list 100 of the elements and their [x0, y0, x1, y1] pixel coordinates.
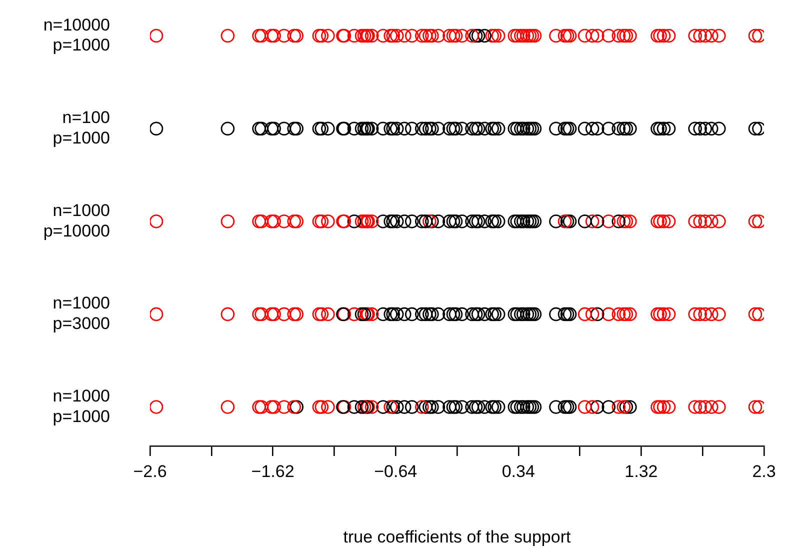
y-tick-label: n=1000 p=1000: [52, 386, 110, 426]
point: [347, 214, 362, 228]
point: [612, 400, 626, 414]
point: [688, 400, 702, 414]
point: [478, 122, 492, 136]
x-tick-label: −1.62: [251, 462, 294, 481]
point: [314, 28, 329, 43]
point: [656, 307, 671, 322]
point: [404, 122, 419, 136]
point: [254, 400, 268, 414]
point: [585, 214, 600, 228]
point: [590, 122, 604, 136]
point: [693, 214, 707, 228]
point: [150, 214, 164, 228]
point: [277, 28, 291, 43]
point: [662, 400, 676, 414]
point: [514, 214, 528, 228]
point: [650, 28, 664, 43]
y-tick-label: n=100 p=1000: [52, 108, 110, 148]
point: [698, 400, 712, 414]
point: [376, 307, 390, 322]
point: [418, 400, 433, 414]
point: [465, 214, 479, 228]
point: [390, 400, 404, 414]
point: [404, 307, 419, 322]
point: [485, 214, 499, 228]
point: [314, 400, 329, 414]
point: [455, 122, 469, 136]
point: [590, 214, 604, 228]
point: [471, 214, 486, 228]
point: [321, 28, 335, 43]
point: [562, 400, 577, 414]
point: [287, 214, 301, 228]
point: [347, 122, 362, 136]
point: [455, 400, 469, 414]
point: [525, 400, 540, 414]
point: [549, 307, 563, 322]
point: [422, 307, 436, 322]
point: [252, 214, 266, 228]
point: [465, 122, 479, 136]
point: [386, 307, 400, 322]
point: [455, 307, 469, 322]
point: [748, 307, 762, 322]
point: [448, 214, 463, 228]
point: [748, 400, 762, 414]
point: [468, 214, 483, 228]
point: [520, 400, 534, 414]
point: [562, 307, 577, 322]
point: [264, 400, 278, 414]
point: [354, 400, 369, 414]
point: [455, 214, 469, 228]
point: [508, 307, 522, 322]
point: [560, 122, 574, 136]
point: [693, 400, 707, 414]
point: [508, 214, 522, 228]
point: [619, 214, 634, 228]
point: [525, 307, 540, 322]
point: [653, 400, 667, 414]
point: [314, 214, 329, 228]
point: [404, 400, 419, 414]
point: [376, 214, 390, 228]
point: [390, 307, 404, 322]
point: [510, 214, 524, 228]
x-tick-label: 1.32: [624, 462, 658, 481]
point: [364, 214, 379, 228]
point: [446, 307, 460, 322]
point: [312, 28, 326, 43]
point: [616, 307, 631, 322]
x-tick-label: 2.3: [752, 462, 776, 481]
point: [376, 400, 390, 414]
point: [560, 400, 574, 414]
point: [704, 400, 718, 414]
point: [488, 400, 502, 414]
point: [277, 307, 291, 322]
point: [712, 214, 726, 228]
point: [254, 28, 268, 43]
point: [508, 122, 522, 136]
point: [314, 307, 329, 322]
point: [422, 400, 436, 414]
point: [650, 214, 664, 228]
point: [656, 28, 671, 43]
point: [287, 307, 301, 322]
point: [562, 214, 577, 228]
point: [662, 307, 676, 322]
point: [448, 307, 463, 322]
point: [468, 307, 483, 322]
point: [471, 307, 486, 322]
point: [384, 307, 398, 322]
point: [386, 214, 400, 228]
point: [508, 400, 522, 414]
point: [347, 400, 362, 414]
point: [431, 400, 446, 414]
point: [312, 307, 326, 322]
point: [150, 400, 164, 414]
point: [422, 122, 436, 136]
point: [623, 307, 637, 322]
point: [397, 400, 412, 414]
point: [485, 122, 499, 136]
point: [560, 214, 574, 228]
point: [465, 400, 479, 414]
